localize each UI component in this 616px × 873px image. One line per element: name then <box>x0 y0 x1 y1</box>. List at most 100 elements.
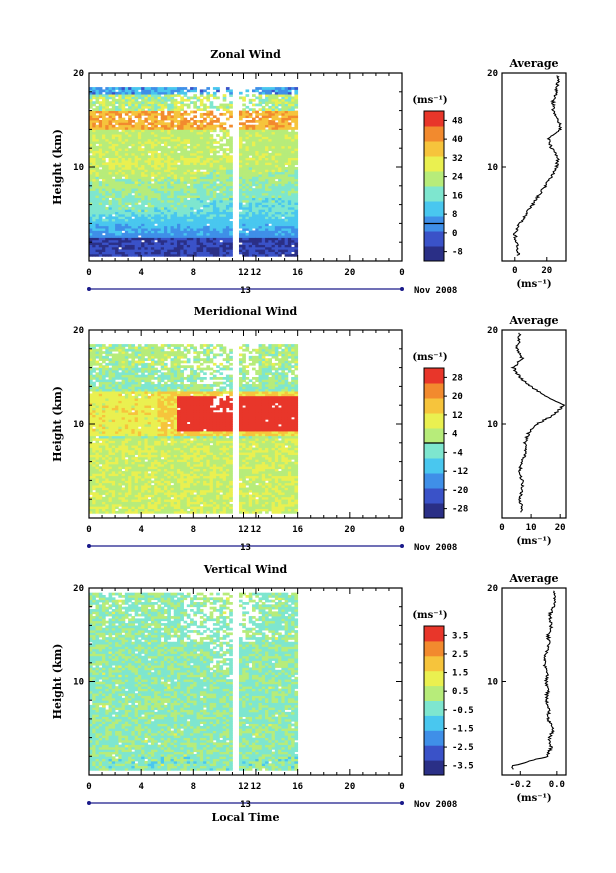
heatmap-cell <box>157 192 162 196</box>
heatmap-cell <box>252 195 256 198</box>
heatmap-cell <box>281 239 286 243</box>
heatmap-cell <box>206 228 211 231</box>
heatmap-cell <box>206 232 211 236</box>
heatmap-cell <box>193 141 197 144</box>
heatmap-cell <box>118 485 122 488</box>
heatmap-cell <box>216 145 220 149</box>
heatmap-cell <box>284 183 289 187</box>
heatmap-cell <box>115 478 119 481</box>
heatmap-cell <box>92 181 96 184</box>
heatmap-cell <box>157 225 162 229</box>
heatmap-cell <box>261 131 266 135</box>
heatmap-cell <box>160 181 165 184</box>
heatmap-cell <box>115 185 119 189</box>
heatmap-cell <box>199 94 204 97</box>
heatmap-cell <box>281 185 286 189</box>
heatmap-cell <box>183 110 188 114</box>
heatmap-cell <box>216 162 220 166</box>
heatmap-cell <box>199 235 204 238</box>
heatmap-cell <box>193 89 197 93</box>
heatmap-cell <box>183 239 188 243</box>
heatmap-cell <box>196 242 201 245</box>
heatmap-cell <box>183 195 188 198</box>
heatmap-cell <box>167 181 171 184</box>
heatmap-cell <box>167 108 171 111</box>
heatmap-cell <box>89 426 93 430</box>
heatmap-cell <box>284 181 289 184</box>
heatmap-cell <box>121 377 126 380</box>
heatmap-cell <box>108 431 113 434</box>
heatmap-cell <box>118 496 122 500</box>
heatmap-cell <box>196 169 201 173</box>
heatmap-cell <box>284 211 289 215</box>
heatmap-cell <box>206 253 211 257</box>
heatmap-cell <box>222 159 227 163</box>
heatmap-cell <box>128 185 132 189</box>
heatmap-cell <box>278 141 282 144</box>
heatmap-cell <box>157 167 162 170</box>
heatmap-cell <box>167 216 171 220</box>
heatmap-cell <box>196 155 201 158</box>
heatmap-cell <box>102 206 106 210</box>
panel-title: Meridional Wind <box>194 305 298 318</box>
heatmap-cell <box>199 251 204 255</box>
heatmap-cell <box>261 148 266 151</box>
heatmap-cell <box>274 148 279 151</box>
heatmap-cell <box>128 115 132 119</box>
heatmap-cell <box>131 148 136 151</box>
heatmap-cell <box>95 242 100 245</box>
heatmap-cell <box>265 171 269 175</box>
heatmap-cell <box>150 174 155 177</box>
heatmap-cell <box>261 159 266 163</box>
heatmap-cell <box>118 431 122 434</box>
heatmap-cell <box>160 202 165 205</box>
heatmap-cell <box>137 131 142 135</box>
y-tick-label: 10 <box>73 163 84 173</box>
heatmap-cell <box>157 195 162 198</box>
heatmap-cell <box>118 428 122 432</box>
heatmap-cell <box>111 202 116 205</box>
heatmap-cell <box>118 188 122 191</box>
heatmap-cell <box>284 228 289 231</box>
heatmap-cell <box>170 232 175 236</box>
heatmap-cell <box>102 209 106 213</box>
heatmap-cell <box>242 197 246 201</box>
heatmap-cell <box>98 108 103 111</box>
heatmap-cell <box>196 120 201 123</box>
heatmap-cell <box>212 199 217 203</box>
heatmap-cell <box>248 145 253 149</box>
heatmap-cell <box>209 192 214 196</box>
heatmap-cell <box>180 138 184 142</box>
heatmap-cell <box>163 103 168 107</box>
heatmap-cell <box>245 209 250 213</box>
heatmap-cell <box>229 192 233 196</box>
heatmap-cell <box>284 223 289 227</box>
heatmap-cell <box>265 141 269 144</box>
heatmap-cell <box>121 494 126 498</box>
heatmap-cell <box>102 242 106 245</box>
heatmap-cell <box>229 204 233 208</box>
heatmap-cell <box>105 489 109 493</box>
heatmap-cell <box>281 152 286 156</box>
heatmap-cell <box>255 192 259 196</box>
heatmap-cell <box>265 134 269 137</box>
heatmap-cell <box>121 249 126 252</box>
heatmap-cell <box>147 94 152 97</box>
heatmap-cell <box>144 181 149 184</box>
heatmap-cell <box>274 157 279 161</box>
heatmap-cell <box>219 178 224 182</box>
heatmap-cell <box>271 171 276 175</box>
heatmap-cell <box>170 108 175 111</box>
heatmap-cell <box>89 506 93 509</box>
heatmap-cell <box>203 244 207 248</box>
heatmap-cell <box>115 108 119 111</box>
heatmap-cell <box>118 346 122 350</box>
heatmap-cell <box>206 157 211 161</box>
heatmap-cell <box>141 152 145 156</box>
heatmap-cell <box>95 157 100 161</box>
heatmap-cell <box>294 202 299 205</box>
heatmap-cell <box>252 218 256 222</box>
heatmap-cell <box>147 174 152 177</box>
heatmap-cell <box>137 87 142 90</box>
heatmap-cell <box>111 405 116 408</box>
